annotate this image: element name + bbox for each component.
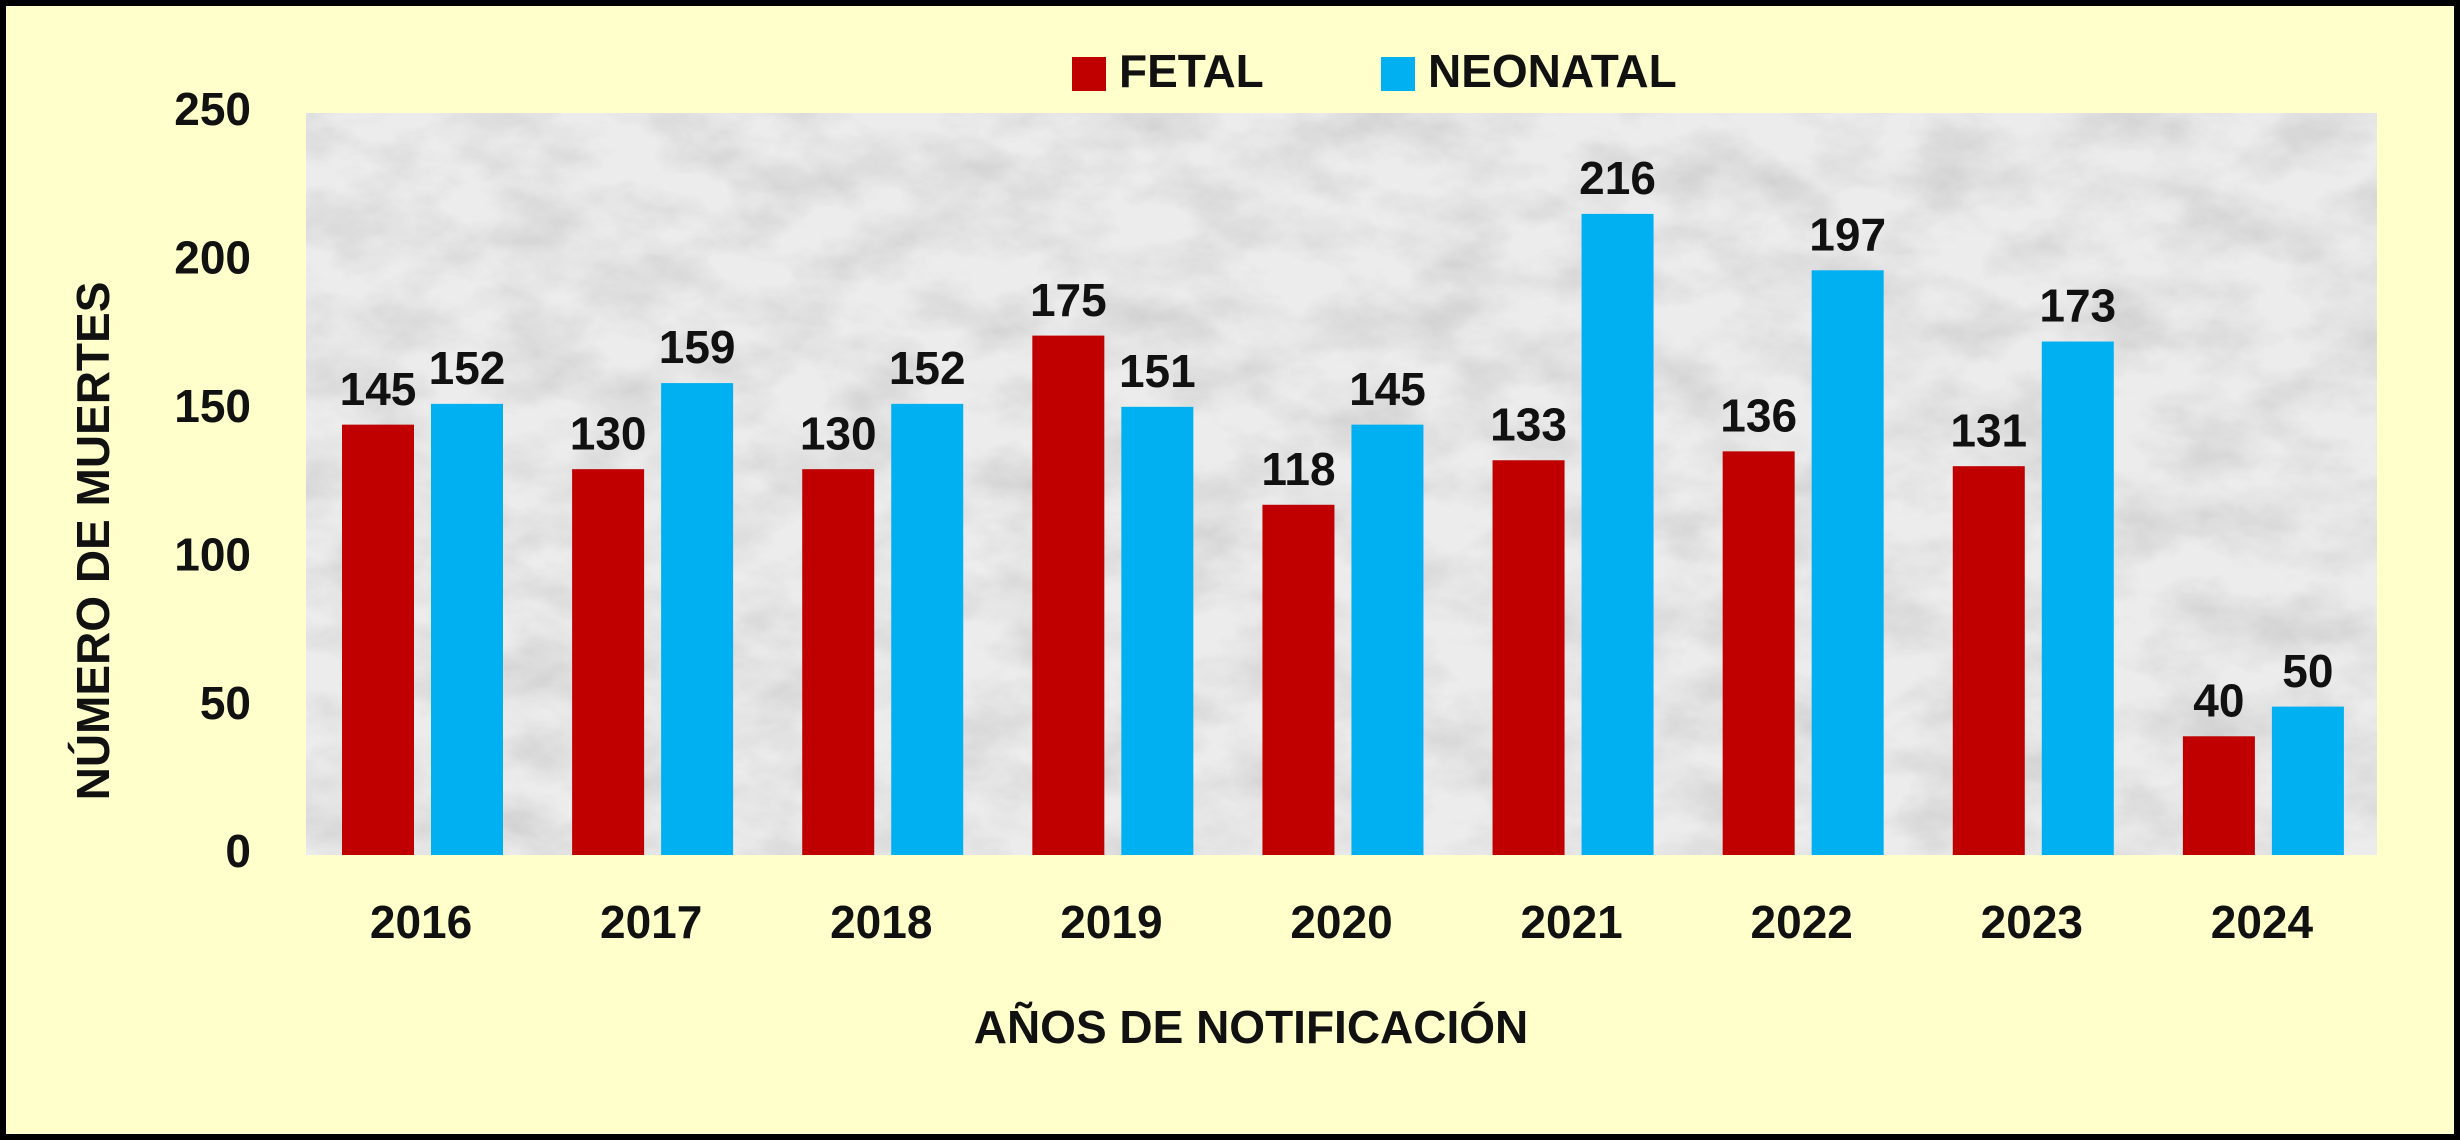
x-tick-label: 2021 bbox=[1520, 896, 1622, 948]
bar bbox=[342, 424, 414, 855]
bar bbox=[802, 469, 875, 855]
legend-label: FETAL bbox=[1119, 45, 1264, 97]
bar bbox=[1581, 213, 1654, 856]
y-axis-title: NÚMERO DE MUERTES bbox=[67, 282, 119, 801]
bar bbox=[1952, 466, 2025, 855]
bar bbox=[2041, 341, 2114, 855]
bar bbox=[1351, 424, 1424, 855]
bar bbox=[891, 403, 964, 855]
x-tick-label: 2020 bbox=[1290, 896, 1392, 948]
x-tick-label: 2016 bbox=[370, 896, 472, 948]
bar bbox=[661, 383, 734, 855]
x-axis-title: AÑOS DE NOTIFICACIÓN bbox=[974, 1001, 1529, 1053]
data-label: 133 bbox=[1490, 398, 1567, 450]
data-label: 216 bbox=[1579, 152, 1656, 204]
legend-label: NEONATAL bbox=[1428, 45, 1677, 97]
y-tick-label: 100 bbox=[174, 528, 251, 580]
bar bbox=[1121, 406, 1194, 855]
y-tick-label: 250 bbox=[174, 83, 251, 135]
bar bbox=[2271, 706, 2344, 855]
bar bbox=[1722, 451, 1795, 855]
x-tick-label: 2023 bbox=[1981, 896, 2083, 948]
data-label: 197 bbox=[1809, 208, 1886, 260]
plot-area bbox=[306, 113, 2377, 855]
legend-swatch bbox=[1381, 57, 1415, 91]
bar bbox=[2182, 736, 2255, 855]
data-label: 175 bbox=[1030, 274, 1107, 326]
y-tick-label: 200 bbox=[174, 232, 251, 284]
legend-swatch bbox=[1072, 57, 1106, 91]
data-label: 152 bbox=[429, 342, 506, 394]
y-tick-label: 150 bbox=[174, 380, 251, 432]
data-label: 130 bbox=[800, 407, 877, 459]
data-label: 136 bbox=[1720, 390, 1797, 442]
bar bbox=[431, 403, 503, 855]
bar bbox=[1032, 335, 1105, 856]
y-tick-label: 0 bbox=[225, 825, 251, 877]
bar bbox=[1262, 504, 1335, 855]
data-label: 50 bbox=[2282, 645, 2333, 697]
data-label: 152 bbox=[889, 342, 966, 394]
bar bbox=[1492, 460, 1565, 855]
data-label: 145 bbox=[340, 363, 417, 415]
data-label: 145 bbox=[1349, 363, 1426, 415]
data-label: 151 bbox=[1119, 345, 1196, 397]
x-tick-label: 2019 bbox=[1060, 896, 1162, 948]
bar bbox=[1811, 270, 1884, 856]
data-label: 131 bbox=[1950, 404, 2027, 456]
x-tick-label: 2018 bbox=[830, 896, 932, 948]
data-label: 173 bbox=[2039, 280, 2116, 332]
x-tick-label: 2024 bbox=[2211, 896, 2314, 948]
data-label: 40 bbox=[2193, 674, 2244, 726]
data-label: 159 bbox=[659, 321, 736, 373]
data-label: 118 bbox=[1261, 443, 1335, 495]
x-tick-label: 2022 bbox=[1751, 896, 1853, 948]
bar bbox=[572, 469, 645, 855]
y-tick-label: 50 bbox=[200, 677, 251, 729]
data-label: 130 bbox=[570, 407, 647, 459]
x-tick-label: 2017 bbox=[600, 896, 702, 948]
